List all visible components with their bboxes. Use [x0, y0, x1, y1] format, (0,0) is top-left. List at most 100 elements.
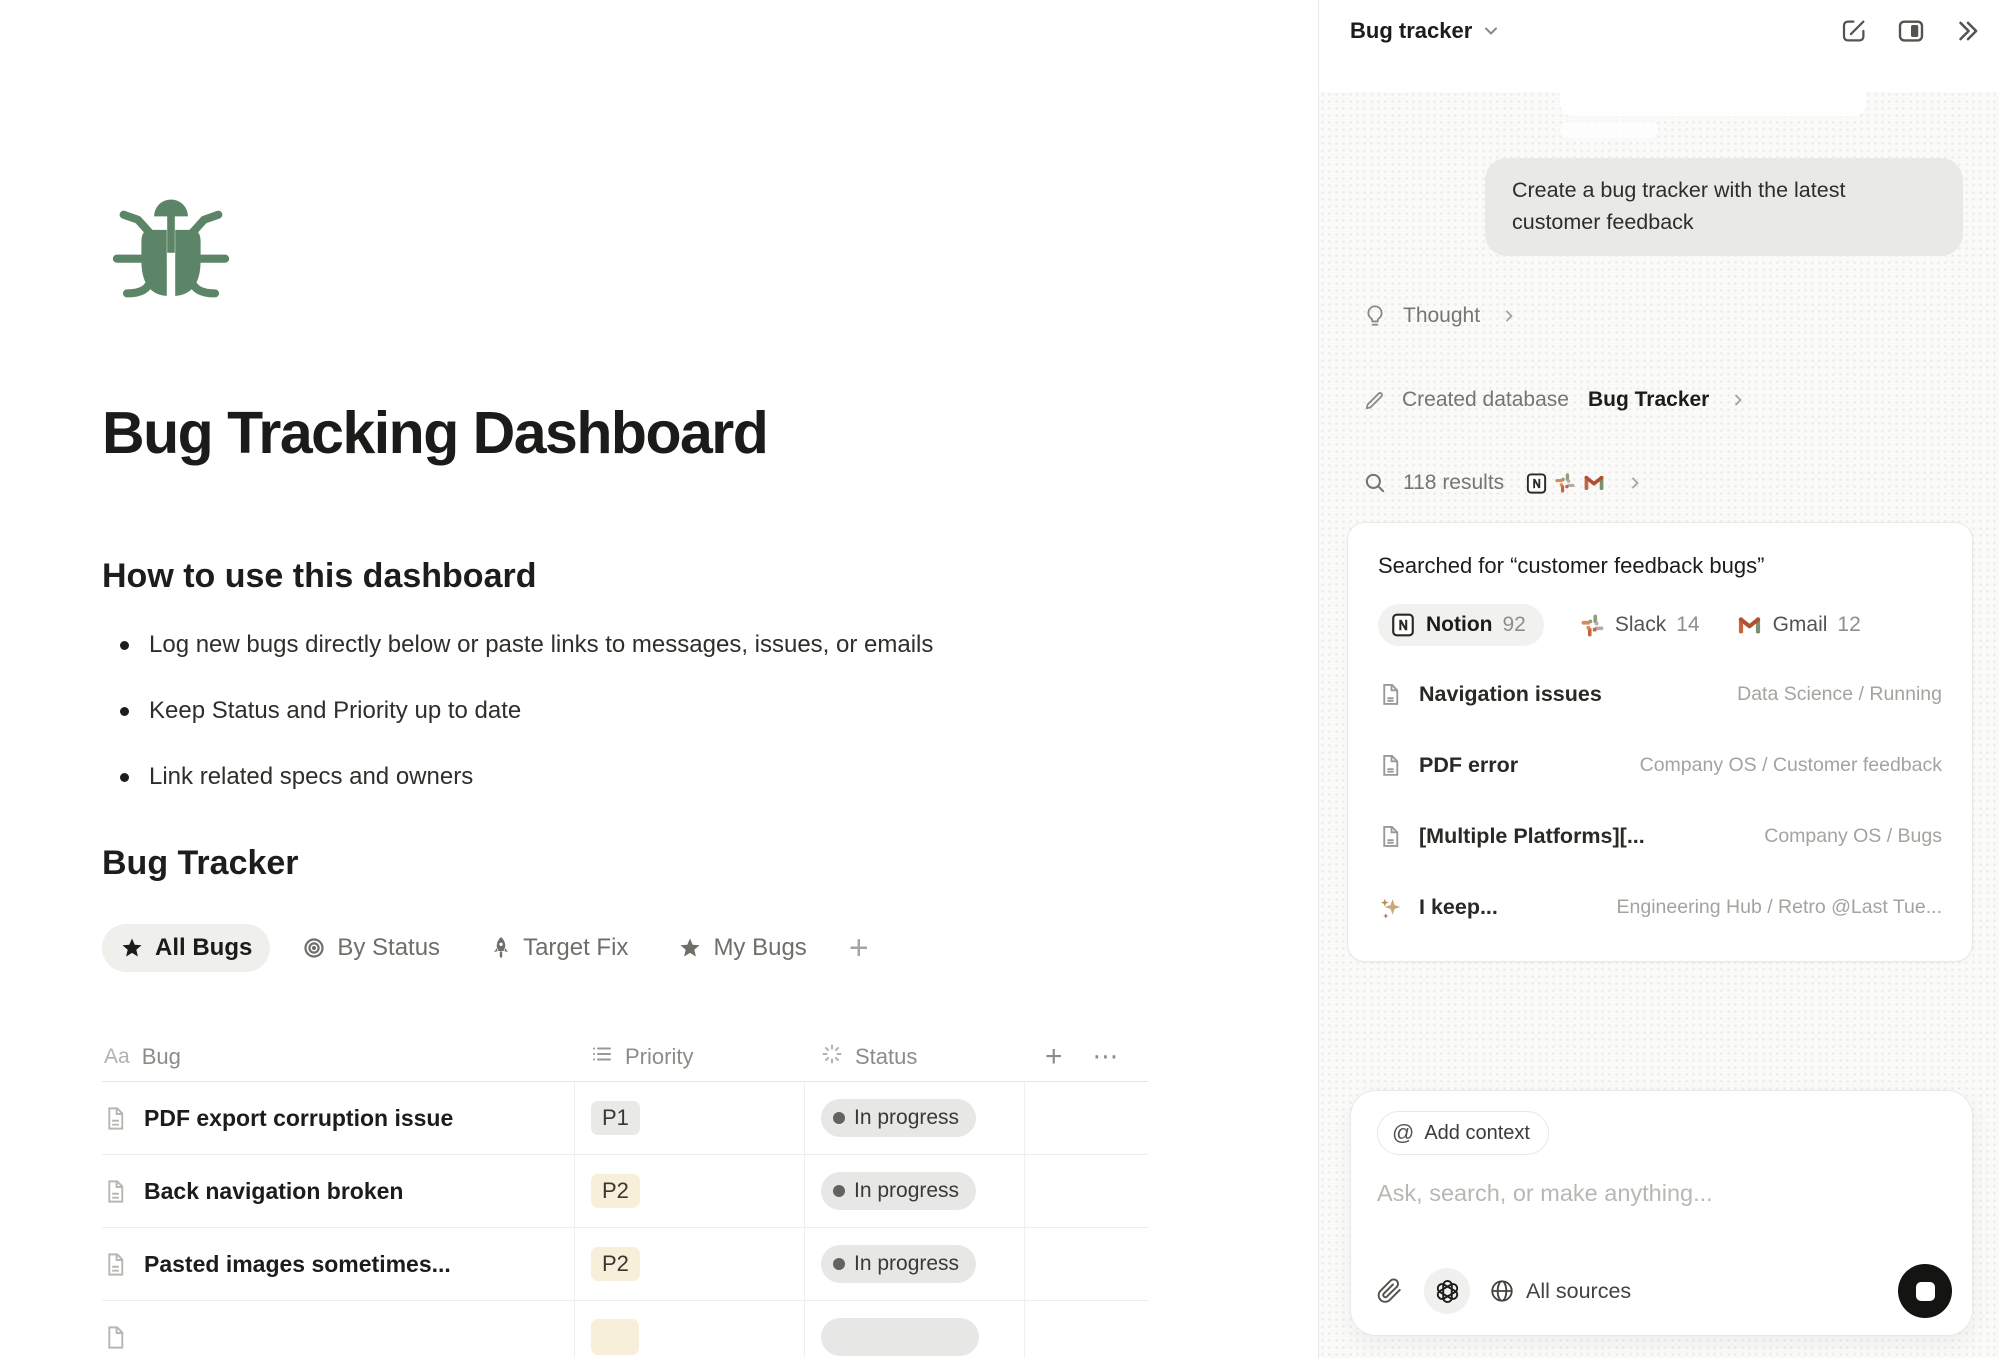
document-icon: [1383, 683, 1399, 705]
column-status[interactable]: Status: [805, 1032, 1025, 1081]
page-file-icon: [108, 1179, 124, 1203]
step-search-results[interactable]: 118 results: [1362, 465, 1643, 501]
priority-pill[interactable]: [591, 1319, 639, 1355]
column-priority[interactable]: Priority: [575, 1032, 805, 1081]
ai-side-panel: Bug tracker Create a bug tracker with th…: [1318, 0, 1999, 1358]
composer-input[interactable]: Ask, search, or make anything...: [1377, 1180, 1713, 1206]
scrolled-card-remnant: [1560, 122, 1658, 138]
stop-icon: [1915, 1281, 1935, 1301]
howto-bullet: Log new bugs directly below or paste lin…: [102, 629, 1148, 661]
table-row[interactable]: Back navigation broken P2 In progress: [102, 1155, 1148, 1228]
created-database-name: Bug Tracker: [1587, 388, 1710, 411]
tab-by-status[interactable]: By Status: [284, 924, 458, 972]
status-pill[interactable]: In progress: [821, 1245, 977, 1283]
source-filter-chips: Notion 92 Slack 14 Gmail 12: [1378, 604, 1942, 646]
user-message-bubble: Create a bug tracker with the latest cus…: [1485, 158, 1963, 256]
all-sources-button[interactable]: All sources: [1489, 1278, 1631, 1304]
tab-label: All Bugs: [155, 934, 253, 961]
result-breadcrumb: Company OS / Bugs: [1764, 825, 1942, 847]
bug-cell: PDF export corruption issue: [144, 1104, 454, 1131]
star-icon: [678, 936, 702, 960]
search-result-row[interactable]: I keep... Engineering Hub / Retro @Last …: [1378, 872, 1942, 943]
tab-my-bugs[interactable]: My Bugs: [660, 924, 824, 972]
table-more-button[interactable]: ⋯: [1092, 1041, 1121, 1071]
priority-pill[interactable]: P2: [591, 1174, 640, 1208]
status-pill[interactable]: In progress: [821, 1172, 977, 1210]
source-chip-gmail[interactable]: Gmail 12: [1736, 612, 1861, 639]
bug-cell: Back navigation broken: [144, 1177, 404, 1204]
page-canvas: Bug Tracking Dashboard How to use this d…: [102, 191, 1148, 1358]
star-icon: [120, 936, 144, 960]
list-icon: [591, 1043, 613, 1071]
all-sources-label: All sources: [1526, 1278, 1632, 1303]
at-icon: @: [1392, 1120, 1415, 1145]
stop-button[interactable]: [1898, 1264, 1952, 1318]
add-column-button[interactable]: +: [1045, 1039, 1063, 1073]
search-result-list: Navigation issues Data Science / Running…: [1378, 659, 1942, 943]
step-label: Created database: [1402, 388, 1569, 411]
search-results-card: Searched for “customer feedback bugs” No…: [1347, 522, 1973, 962]
thread-switcher[interactable]: Bug tracker: [1350, 18, 1500, 44]
notion-icon: [1527, 472, 1547, 494]
column-label: Bug: [141, 1043, 181, 1069]
column-label: Priority: [625, 1043, 694, 1069]
chevron-right-icon: [1627, 475, 1643, 491]
tab-all-bugs[interactable]: All Bugs: [102, 924, 271, 972]
new-chat-icon[interactable]: [1839, 16, 1869, 46]
page-file-icon: [108, 1325, 124, 1349]
gmail-icon: [1584, 475, 1604, 490]
tab-label: My Bugs: [713, 934, 807, 961]
page-title: Bug Tracking Dashboard: [102, 400, 769, 466]
panel-header: Bug tracker: [1319, 0, 1999, 92]
attachment-icon[interactable]: [1377, 1278, 1403, 1304]
bug-cell: Pasted images sometimes...: [144, 1250, 451, 1277]
search-result-row[interactable]: Navigation issues Data Science / Running: [1378, 659, 1942, 730]
status-dot-icon: [833, 1258, 845, 1270]
source-chip-slack[interactable]: Slack 14: [1580, 613, 1700, 638]
column-label: Status: [855, 1043, 918, 1069]
status-dot-icon: [833, 1185, 845, 1197]
tab-target-fix[interactable]: Target Fix: [472, 924, 646, 972]
column-bug[interactable]: Aa Bug: [102, 1032, 575, 1081]
search-icon: [1365, 473, 1385, 493]
result-breadcrumb: Engineering Hub / Retro @Last Tue...: [1616, 896, 1942, 918]
source-count: 92: [1502, 613, 1526, 636]
openai-icon: [1436, 1279, 1458, 1303]
howto-heading: How to use this dashboard: [102, 557, 537, 595]
page-file-icon: [108, 1252, 124, 1276]
priority-pill[interactable]: P1: [591, 1101, 640, 1135]
howto-bullet: Link related specs and owners: [102, 761, 1148, 793]
target-icon: [302, 936, 326, 960]
document-icon: [1383, 825, 1399, 847]
openai-model-button[interactable]: [1424, 1268, 1470, 1314]
status-pill[interactable]: [821, 1318, 979, 1356]
chevron-right-icon: [1501, 308, 1517, 324]
table-row-partial[interactable]: [102, 1301, 1148, 1358]
priority-pill[interactable]: P2: [591, 1247, 640, 1281]
add-view-button[interactable]: +: [848, 929, 869, 967]
table-row[interactable]: PDF export corruption issue P1 In progre…: [102, 1082, 1148, 1155]
rocket-icon: [490, 936, 512, 960]
tab-label: Target Fix: [523, 934, 629, 961]
chevron-down-icon: [1485, 27, 1498, 35]
notion-icon: [1392, 613, 1414, 637]
sparkle-icon: [1380, 898, 1401, 919]
add-context-button[interactable]: @ Add context: [1377, 1111, 1549, 1155]
status-pill[interactable]: In progress: [821, 1099, 977, 1137]
document-icon: [1383, 754, 1399, 776]
step-created-database[interactable]: Created database Bug Tracker: [1362, 382, 1746, 418]
step-label: Thought: [1403, 304, 1481, 327]
howto-list: Log new bugs directly below or paste lin…: [102, 629, 1148, 793]
search-result-row[interactable]: PDF error Company OS / Customer feedback: [1378, 730, 1942, 801]
text-type-icon: Aa: [104, 1044, 130, 1068]
status-spinner-icon: [821, 1043, 843, 1071]
step-thought[interactable]: Thought: [1362, 298, 1517, 334]
bug-table: Aa Bug Priority Status + ⋯: [102, 1032, 1148, 1358]
source-chip-notion[interactable]: Notion 92: [1378, 604, 1544, 646]
bug-page-icon[interactable]: [102, 191, 240, 301]
table-row[interactable]: Pasted images sometimes... P2 In progres…: [102, 1228, 1148, 1301]
sidebar-toggle-icon[interactable]: [1896, 16, 1926, 46]
search-result-row[interactable]: [Multiple Platforms][... Company OS / Bu…: [1378, 801, 1942, 872]
page-file-icon: [108, 1106, 124, 1130]
collapse-panel-icon[interactable]: [1953, 16, 1983, 46]
